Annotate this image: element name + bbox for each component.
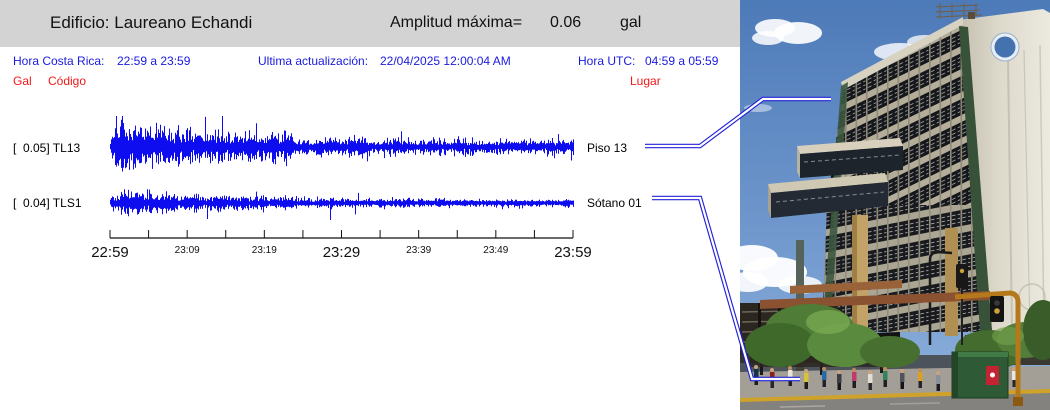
header-bar: [0, 0, 740, 47]
roof-structure: [935, 3, 983, 19]
corner-trim-green: [959, 26, 992, 331]
axis-label-2309: 23:09: [175, 245, 200, 256]
wall-stains: [1007, 44, 1045, 331]
trace-tl13-waveform: [110, 116, 574, 172]
column-gal-label: Gal: [13, 74, 32, 88]
building-logo: [990, 32, 1020, 62]
max-amplitude-label: Amplitud máxima=: [390, 14, 523, 31]
building-right-face: [958, 9, 1050, 345]
balcony-ledges: [768, 138, 903, 218]
hora-costa-rica-label: Hora Costa Rica:: [13, 54, 105, 68]
time-axis-ticks: [109, 230, 574, 238]
column-lugar-label: Lugar: [630, 74, 661, 88]
trace-tl13-location: Piso 13: [587, 141, 628, 155]
last-update-label: Ultima actualización:: [258, 54, 369, 68]
axis-label-2359: 23:59: [554, 244, 592, 261]
trace-tls1-waveform: [110, 189, 574, 220]
trace-tl13-label: [ 0.05] TL13: [13, 141, 81, 155]
building-photo: [740, 0, 1050, 410]
hora-utc-label: Hora UTC:: [578, 54, 636, 68]
column-codigo-label: Código: [48, 74, 87, 88]
max-amplitude-value: 0.06: [550, 14, 582, 31]
axis-label-2259: 22:59: [91, 244, 129, 261]
trace-tls1-label: [ 0.04] TLS1: [13, 196, 82, 210]
hora-costa-rica-value: 22:59 a 23:59: [117, 54, 191, 68]
page-title: Edificio: Laureano Echandi: [50, 13, 253, 32]
axis-label-2329: 23:29: [323, 244, 361, 261]
max-amplitude-unit: gal: [620, 14, 642, 31]
axis-label-2339: 23:39: [406, 245, 431, 256]
time-axis: 22:59 23:09 23:19 23:29 23:39 23:49 23:5…: [91, 230, 592, 261]
last-update-value: 22/04/2025 12:00:04 AM: [380, 54, 511, 68]
axis-label-2349: 23:49: [483, 245, 508, 256]
trace-tls1-location: Sótano 01: [587, 196, 642, 210]
axis-label-2319: 23:19: [252, 245, 277, 256]
kiosk: [951, 351, 1009, 399]
hora-utc-value: 04:59 a 05:59: [645, 54, 719, 68]
parapet-band: [841, 17, 963, 90]
traffic-light: [954, 264, 1023, 406]
